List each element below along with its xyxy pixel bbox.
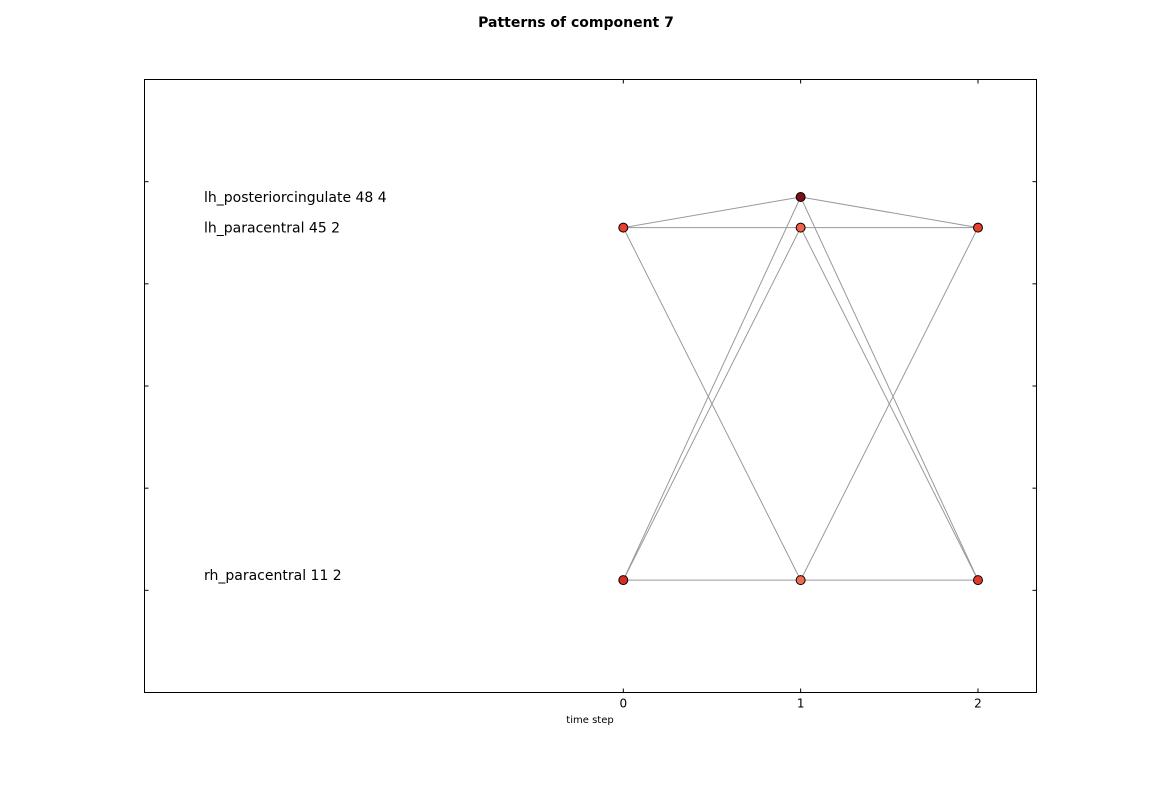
chart-title: Patterns of component 7 (478, 15, 674, 31)
node-point-0 (618, 222, 629, 233)
x-axis-label: time step (566, 715, 613, 726)
edge-layer (622, 196, 979, 581)
node-label-layer: lh_posteriorcingulate 48 4 lh_paracentral… (204, 190, 387, 584)
x-tick-label-0: 0 (619, 697, 627, 711)
node-point-6 (972, 575, 983, 586)
node-layer (618, 191, 983, 586)
edge-1 (800, 196, 979, 229)
node-point-3 (972, 222, 983, 233)
edge-6 (800, 196, 979, 581)
node-label-0: lh_posteriorcingulate 48 4 (204, 190, 387, 206)
node-point-4 (618, 575, 629, 586)
x-tick-label-2: 2 (974, 697, 982, 711)
plot-area (144, 79, 1037, 693)
edge-4 (622, 196, 802, 581)
tick-layer: 0 1 2 (144, 79, 1037, 711)
edge-0 (623, 196, 801, 229)
x-tick-label-1: 1 (797, 697, 805, 711)
node-label-2: rh_paracentral 11 2 (204, 568, 342, 584)
node-point-2 (795, 222, 806, 233)
node-point-1 (795, 191, 806, 202)
node-label-1: lh_paracentral 45 2 (204, 221, 340, 237)
edge-8 (800, 227, 979, 581)
node-point-5 (795, 575, 806, 586)
edge-5 (622, 227, 802, 581)
